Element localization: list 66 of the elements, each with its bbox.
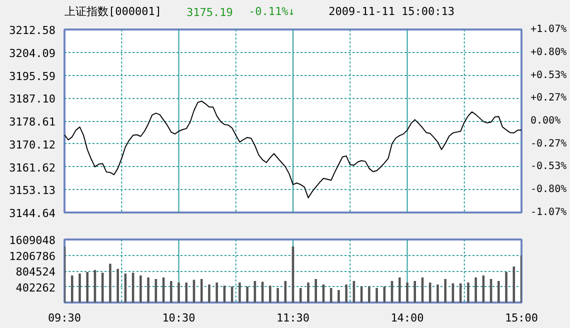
chart-title: 上证指数[000001] bbox=[64, 5, 162, 18]
bar bbox=[246, 286, 248, 302]
y-tick-label: 3187.10 bbox=[9, 92, 56, 106]
bar bbox=[78, 274, 81, 302]
bar bbox=[86, 272, 88, 302]
bar bbox=[208, 284, 210, 302]
y-tick-label: 3178.61 bbox=[9, 116, 56, 128]
y-tick-label: 3153.13 bbox=[9, 184, 56, 198]
x-tick-label: 09:30 bbox=[48, 312, 82, 324]
bar bbox=[170, 280, 172, 302]
bar bbox=[70, 275, 74, 302]
bar bbox=[498, 280, 500, 302]
y-tick-label: 3144.64 bbox=[9, 207, 56, 220]
bar bbox=[345, 284, 348, 302]
bar bbox=[512, 266, 516, 302]
bar bbox=[505, 272, 508, 302]
y2-tick-label: -0.27% bbox=[530, 138, 567, 150]
bar bbox=[414, 280, 416, 302]
y2-tick-label: +0.80% bbox=[530, 47, 567, 58]
y2-tick-label: 0.00% bbox=[530, 116, 561, 126]
bar bbox=[474, 277, 477, 302]
x-tick-label: 10:30 bbox=[162, 312, 196, 324]
y2-tick-label: -0.80% bbox=[530, 184, 567, 195]
bar bbox=[398, 277, 401, 302]
y-tick-label: 804524 bbox=[16, 266, 56, 278]
x-tick-label: 14:00 bbox=[390, 312, 424, 324]
text: 2009-11-11 15:00:13 bbox=[328, 5, 455, 18]
bar bbox=[109, 264, 112, 302]
bar bbox=[368, 286, 370, 302]
bar bbox=[276, 288, 279, 302]
y-tick-label: 3195.59 bbox=[9, 70, 56, 83]
y2-tick-label: +1.07% bbox=[530, 24, 567, 35]
bar bbox=[444, 279, 446, 302]
bar bbox=[314, 279, 317, 302]
y-tick-label: 3161.62 bbox=[9, 161, 56, 174]
x-tick-label: 15:00 bbox=[504, 312, 538, 324]
x-tick-label: 11:30 bbox=[276, 312, 310, 324]
bar bbox=[299, 288, 302, 302]
y-tick-label: 1609048 bbox=[9, 234, 56, 247]
y2-tick-label: -0.53% bbox=[530, 160, 567, 172]
y2-tick-label: +0.53% bbox=[530, 70, 567, 82]
bar bbox=[406, 282, 408, 302]
line-series bbox=[64, 100, 522, 198]
bar bbox=[436, 284, 439, 302]
bar bbox=[269, 286, 272, 302]
y-tick-label: 3212.58 bbox=[9, 24, 56, 37]
y-tick-label: 402262 bbox=[16, 281, 56, 294]
y-tick-label: 1206786 bbox=[9, 250, 56, 263]
y2-tick-label: -1.07% bbox=[530, 207, 567, 218]
y-tick-label: 3170.12 bbox=[9, 138, 56, 152]
y2-tick-label: +0.27% bbox=[530, 92, 567, 104]
bar bbox=[147, 277, 150, 302]
bar bbox=[338, 290, 340, 302]
bar bbox=[178, 282, 180, 302]
bar bbox=[216, 282, 218, 302]
bar bbox=[185, 282, 188, 302]
bar bbox=[140, 275, 142, 302]
bar bbox=[307, 282, 310, 302]
bar bbox=[467, 282, 470, 302]
bar bbox=[116, 268, 119, 302]
bar bbox=[238, 282, 241, 302]
text: 3175.19 bbox=[186, 6, 233, 19]
bar bbox=[376, 288, 378, 302]
y-tick-label: 3204.09 bbox=[9, 46, 56, 60]
text: -0.11%↓ bbox=[248, 5, 295, 18]
bar bbox=[284, 280, 287, 302]
